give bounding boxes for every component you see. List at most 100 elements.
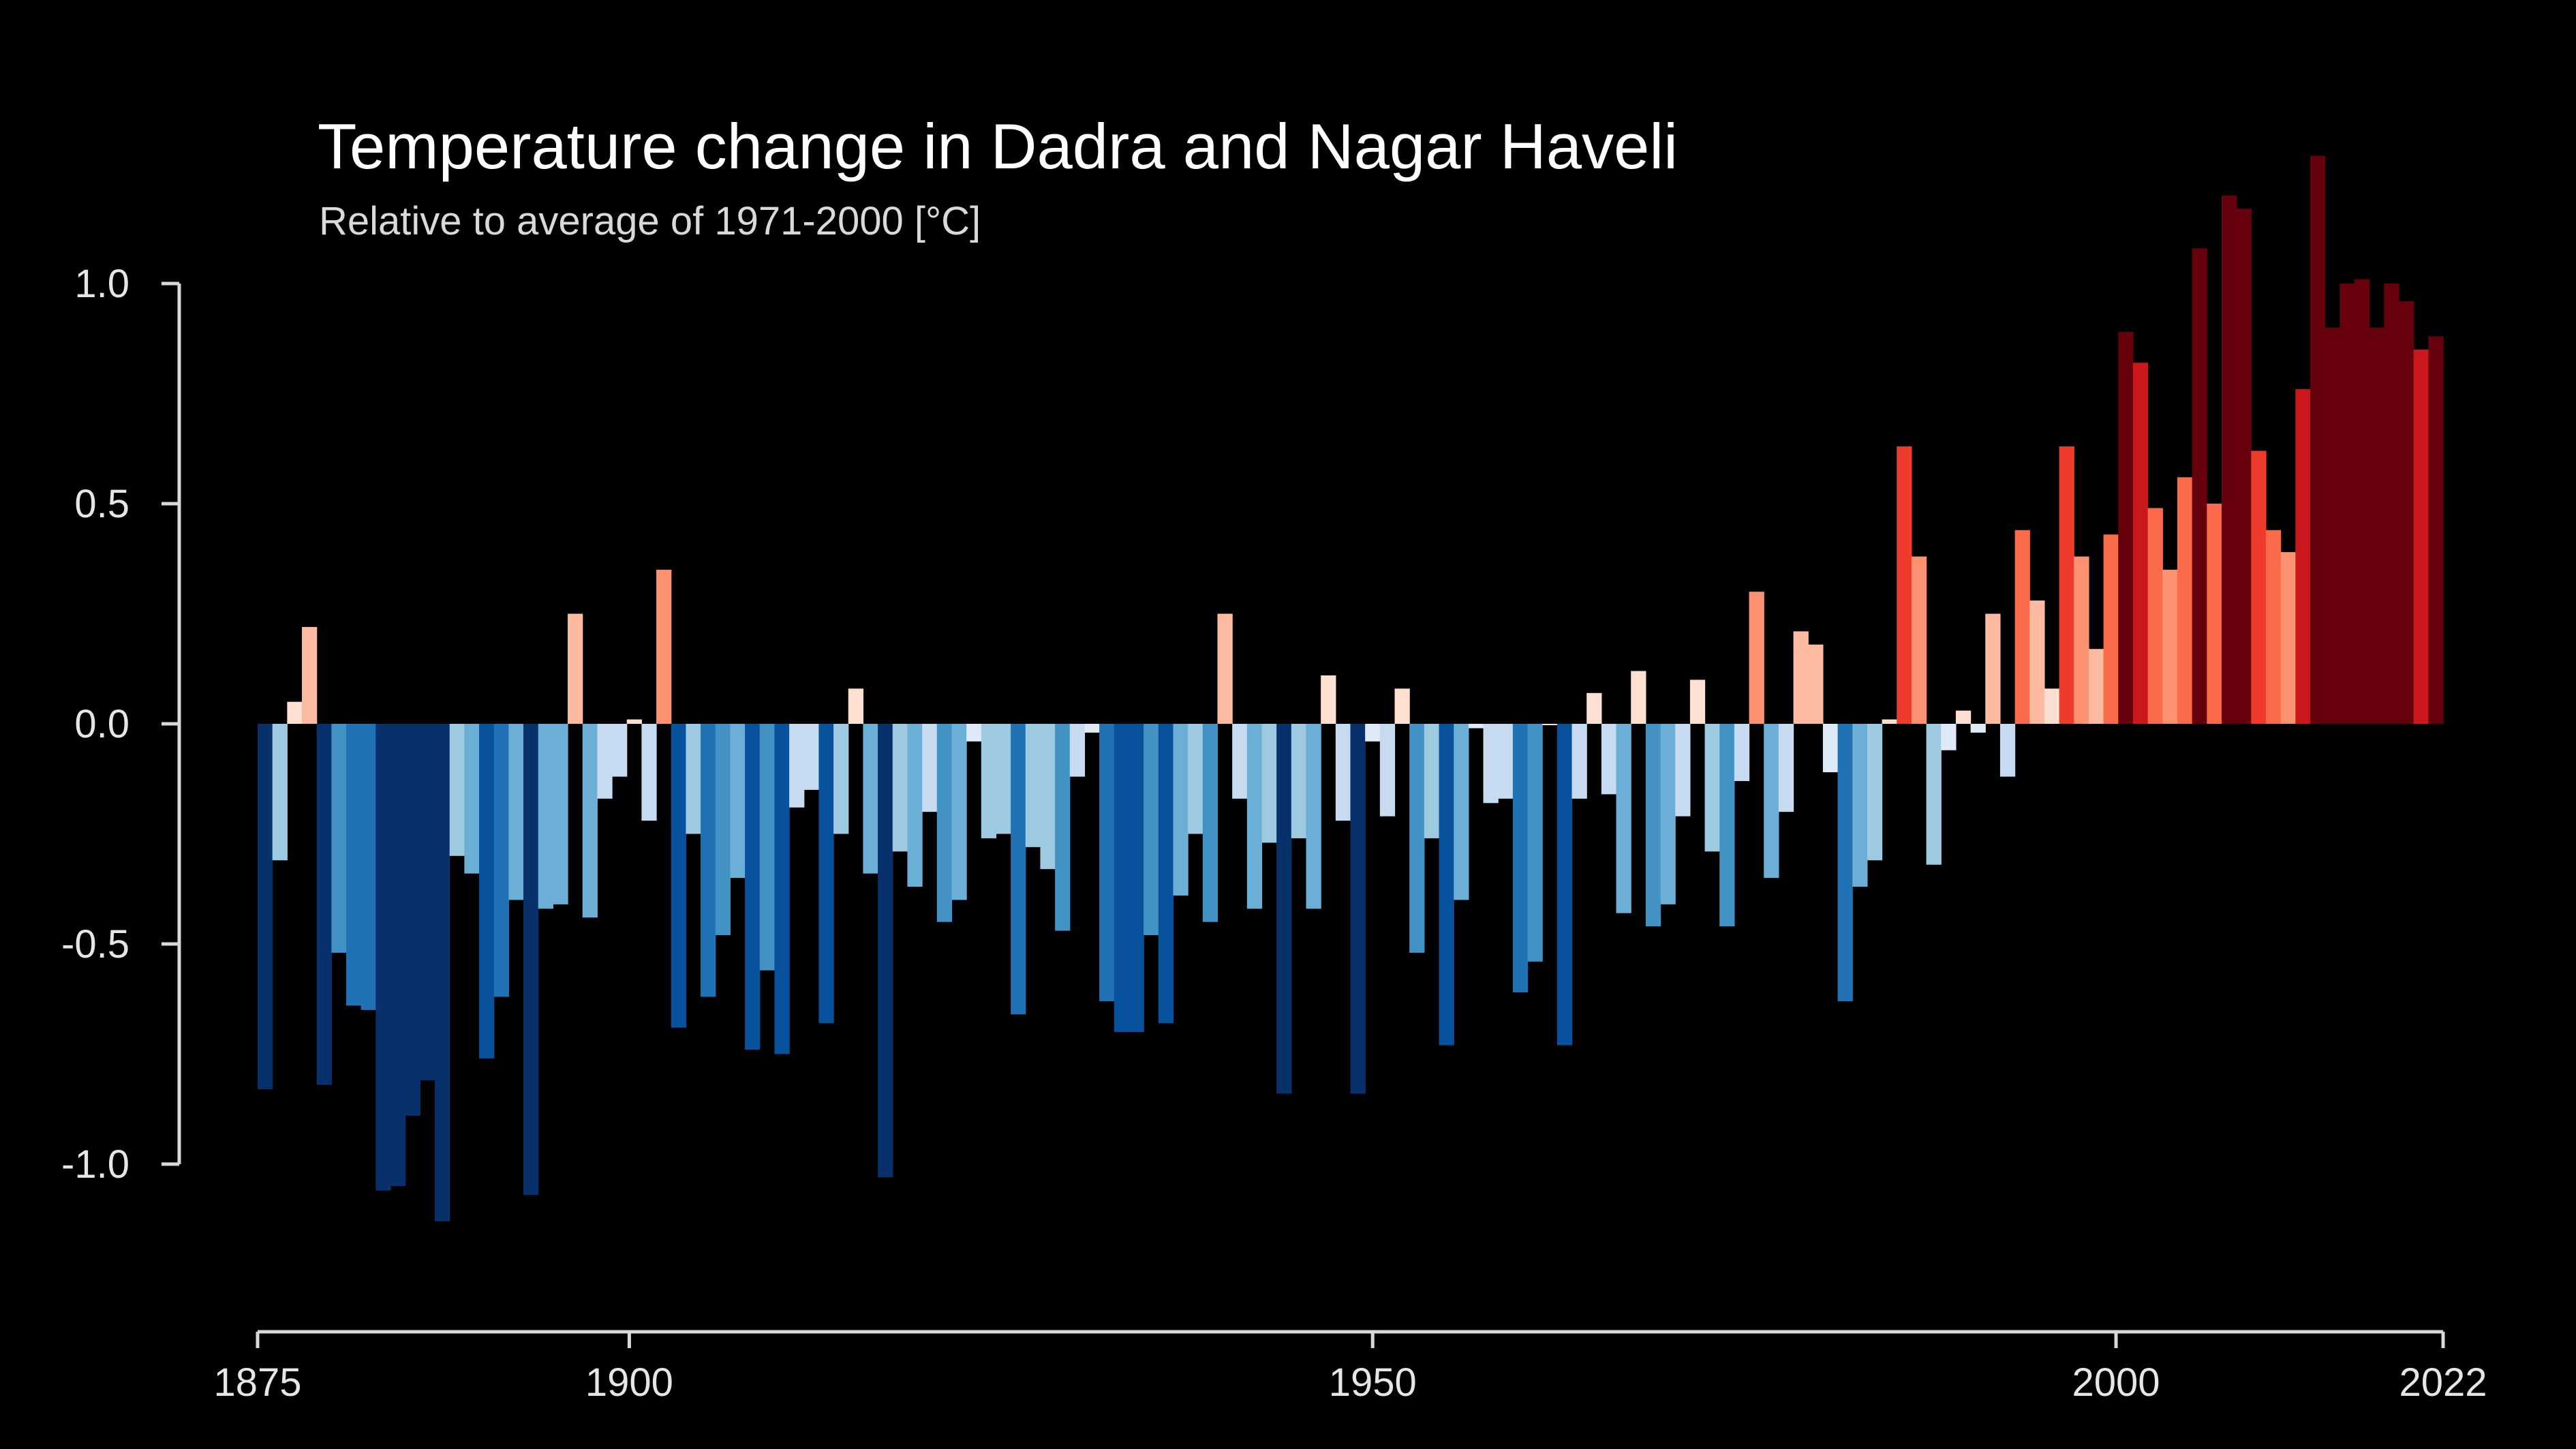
bar-2012 (2280, 552, 2296, 724)
bar-1965 (1586, 692, 1602, 724)
bar-1933 (1114, 724, 1130, 1033)
bar-1998 (2074, 556, 2089, 724)
bar-2009 (2236, 209, 2252, 724)
bar-1906 (715, 724, 731, 936)
bar-1880 (331, 724, 347, 953)
bar-1946 (1306, 724, 1321, 909)
bar-2013 (2295, 389, 2311, 724)
bar-1939 (1202, 724, 1218, 922)
bar-1959 (1498, 724, 1514, 799)
bar-1921 (936, 724, 953, 922)
bar-1968 (1631, 671, 1646, 724)
bar-1979 (1793, 631, 1809, 724)
bar-1889 (464, 724, 480, 874)
bar-1982 (1837, 724, 1853, 1001)
bar-1974 (1719, 724, 1735, 927)
bar-2019 (2384, 284, 2399, 724)
bar-1897 (582, 724, 598, 918)
bar-1997 (2059, 446, 2074, 724)
y-tick-label: -1.0 (61, 1142, 129, 1187)
bar-1977 (1764, 724, 1779, 879)
bar-1945 (1291, 724, 1307, 838)
bar-1936 (1158, 724, 1174, 1024)
bar-1927 (1025, 724, 1041, 847)
bar-1967 (1616, 724, 1631, 913)
bar-1907 (730, 724, 746, 879)
bar-1926 (1011, 724, 1026, 1015)
bar-1883 (375, 724, 391, 1191)
x-axis: 1875 1900 1950 2000 2022 (213, 1330, 2487, 1405)
bar-1932 (1099, 724, 1115, 1001)
bar-2006 (2192, 248, 2207, 724)
bar-1885 (405, 724, 420, 1116)
bar-1898 (597, 724, 613, 799)
bar-1976 (1749, 592, 1764, 724)
bar-1910 (774, 724, 790, 1054)
bar-1984 (1867, 724, 1883, 861)
bar-1983 (1852, 724, 1868, 887)
bar-1960 (1512, 724, 1529, 993)
bar-1884 (390, 724, 406, 1187)
bar-1975 (1734, 724, 1750, 781)
bar-1991 (1970, 724, 1986, 733)
bar-1899 (612, 724, 628, 777)
bar-1937 (1173, 724, 1189, 896)
bar-1970 (1660, 724, 1676, 904)
bar-2017 (2354, 279, 2370, 724)
bar-1904 (686, 724, 701, 834)
bar-1993 (1999, 724, 2016, 777)
bar-1877 (287, 701, 303, 724)
bar-2005 (2177, 477, 2193, 724)
bar-1987 (1911, 556, 1927, 724)
bar-1953 (1409, 724, 1425, 953)
bar-1941 (1232, 724, 1248, 799)
x-tick-label: 1900 (585, 1360, 673, 1405)
bar-1956 (1454, 724, 1469, 900)
bar-1916 (863, 724, 878, 874)
bar-2022 (2428, 336, 2444, 724)
y-tick-label: 1.0 (74, 262, 129, 306)
bar-1879 (316, 724, 332, 1085)
bar-1905 (701, 724, 716, 997)
bar-1963 (1557, 724, 1573, 1046)
bar-1894 (538, 724, 553, 909)
bar-1966 (1601, 724, 1617, 795)
bar-1928 (1040, 724, 1056, 870)
bar-1950 (1365, 724, 1381, 742)
bar-1881 (346, 724, 362, 1006)
bar-2018 (2369, 327, 2385, 724)
bar-1887 (435, 724, 450, 1221)
bars-group (258, 155, 2444, 1221)
bar-1961 (1527, 724, 1543, 962)
bar-2014 (2310, 155, 2326, 724)
chart-title: Temperature change in Dadra and Nagar Ha… (318, 110, 1678, 182)
bar-1978 (1778, 724, 1794, 812)
y-axis: 1.0 0.5 0.0 -0.5 -1.0 (61, 262, 181, 1187)
bar-1985 (1882, 719, 1897, 724)
bar-1951 (1379, 724, 1396, 817)
x-tick-label: 2000 (2072, 1360, 2160, 1405)
bar-1900 (626, 719, 642, 724)
bar-2016 (2340, 284, 2355, 724)
bar-2000 (2103, 534, 2119, 724)
bar-1891 (493, 724, 509, 997)
bar-2021 (2413, 349, 2429, 724)
bar-1882 (361, 724, 376, 1010)
x-tick-label: 1950 (1329, 1360, 1417, 1405)
bar-1875 (258, 724, 273, 1090)
bar-1994 (2014, 530, 2030, 724)
bar-1890 (479, 724, 495, 1058)
bar-1972 (1689, 680, 1706, 724)
bar-1918 (892, 724, 908, 852)
bar-1962 (1542, 724, 1558, 725)
x-tick-label: 2022 (2399, 1360, 2487, 1405)
bar-1930 (1069, 724, 1086, 777)
bar-1999 (2088, 649, 2104, 724)
bar-1908 (745, 724, 761, 1050)
bar-2002 (2132, 363, 2149, 724)
bar-1923 (966, 724, 982, 742)
bar-1949 (1350, 724, 1366, 1094)
bar-1947 (1321, 675, 1336, 724)
bar-1990 (1955, 710, 1972, 724)
